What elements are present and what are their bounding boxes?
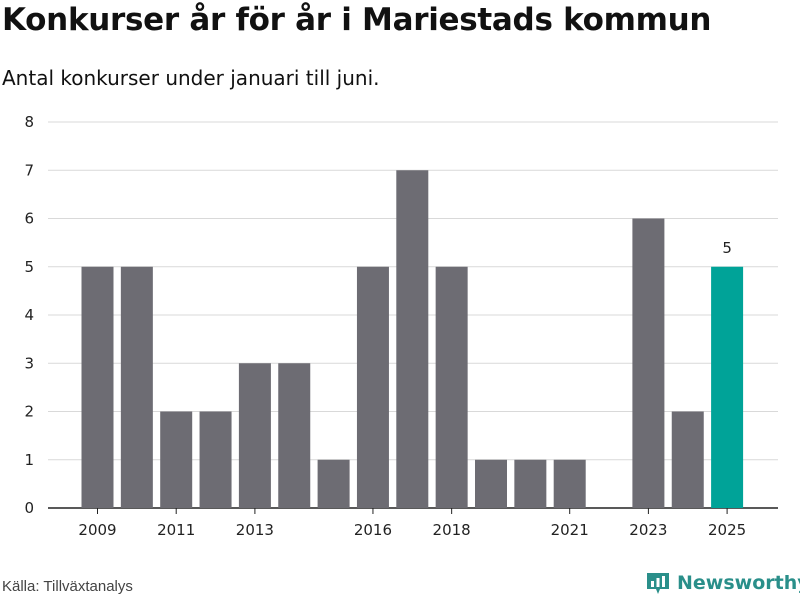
bar-2011 xyxy=(160,411,193,508)
data-label-2025: 5 xyxy=(722,239,732,257)
bar-2019 xyxy=(475,459,507,508)
y-tick-label: 0 xyxy=(24,499,34,517)
y-tick-label: 1 xyxy=(24,451,34,469)
y-axis-ticks: 0 1 2 3 4 5 6 7 8 xyxy=(24,113,34,517)
y-tick-label: 4 xyxy=(24,306,34,324)
y-tick-label: 6 xyxy=(24,210,34,228)
data-labels: 5 xyxy=(722,239,732,257)
bar-2010 xyxy=(120,266,153,508)
y-tick-label: 7 xyxy=(24,161,34,179)
brand-name: Newsworthy xyxy=(677,572,800,594)
bar-chart: 0 1 2 3 4 5 6 7 8 5 2009 2011 2013 2016 2018 2021 2023… xyxy=(24,113,778,539)
x-tick-label: 2009 xyxy=(78,521,116,539)
bar-2014 xyxy=(278,363,311,508)
y-tick-label: 3 xyxy=(24,354,34,372)
bars xyxy=(81,170,744,508)
bar-2020 xyxy=(514,459,547,508)
x-tick-label: 2011 xyxy=(157,521,195,539)
x-tick-label: 2013 xyxy=(236,521,274,539)
y-tick-label: 5 xyxy=(24,258,34,276)
x-axis-ticks: 2009 2011 2013 2016 2018 2021 2023 2025 xyxy=(78,508,746,539)
x-tick-label: 2016 xyxy=(354,521,392,539)
bar-2016 xyxy=(356,266,389,508)
chart-title: Konkurser år för år i Mariestads kommun xyxy=(2,2,712,38)
bar-2025 xyxy=(711,266,744,508)
y-tick-label: 2 xyxy=(24,403,34,421)
bar-2013 xyxy=(238,363,271,508)
bar-2024 xyxy=(671,411,704,508)
bar-2015 xyxy=(317,459,350,508)
bar-2023 xyxy=(632,218,665,508)
x-tick-label: 2018 xyxy=(433,521,471,539)
bar-2017 xyxy=(396,170,429,508)
brand-logo: Newsworthy xyxy=(645,570,800,596)
x-tick-label: 2025 xyxy=(708,521,746,539)
chart-subtitle: Antal konkurser under januari till juni. xyxy=(2,66,380,90)
bar-2021 xyxy=(553,459,586,508)
bar-chart-logo-icon xyxy=(647,573,669,594)
source-note: Källa: Tillväxtanalys xyxy=(2,578,133,595)
bar-2009 xyxy=(81,266,114,508)
bar-2018 xyxy=(435,266,468,508)
y-tick-label: 8 xyxy=(24,113,34,131)
bar-2012 xyxy=(199,411,232,508)
x-tick-label: 2023 xyxy=(629,521,667,539)
x-tick-label: 2021 xyxy=(551,521,589,539)
